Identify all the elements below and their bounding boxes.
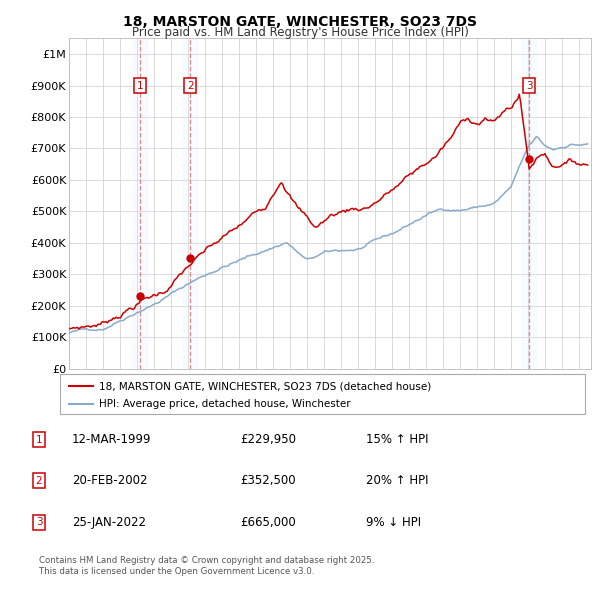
- Text: 2: 2: [35, 476, 43, 486]
- Text: 15% ↑ HPI: 15% ↑ HPI: [366, 433, 428, 446]
- Text: 1: 1: [35, 435, 43, 444]
- Text: £665,000: £665,000: [240, 516, 296, 529]
- Text: 1: 1: [137, 81, 143, 90]
- Bar: [523, 38, 536, 369]
- Text: 20-FEB-2002: 20-FEB-2002: [72, 474, 148, 487]
- Text: 12-MAR-1999: 12-MAR-1999: [72, 433, 151, 446]
- Text: 3: 3: [526, 81, 533, 90]
- Text: 2: 2: [187, 81, 194, 90]
- Text: 18, MARSTON GATE, WINCHESTER, SO23 7DS: 18, MARSTON GATE, WINCHESTER, SO23 7DS: [123, 15, 477, 29]
- Text: HPI: Average price, detached house, Winchester: HPI: Average price, detached house, Winc…: [100, 399, 351, 409]
- Text: 18, MARSTON GATE, WINCHESTER, SO23 7DS (detached house): 18, MARSTON GATE, WINCHESTER, SO23 7DS (…: [100, 381, 431, 391]
- Text: 9% ↓ HPI: 9% ↓ HPI: [366, 516, 421, 529]
- Text: £352,500: £352,500: [240, 474, 296, 487]
- Text: 20% ↑ HPI: 20% ↑ HPI: [366, 474, 428, 487]
- Text: £229,950: £229,950: [240, 433, 296, 446]
- Text: Contains HM Land Registry data © Crown copyright and database right 2025.: Contains HM Land Registry data © Crown c…: [39, 556, 374, 565]
- Bar: [184, 38, 197, 369]
- Text: Price paid vs. HM Land Registry's House Price Index (HPI): Price paid vs. HM Land Registry's House …: [131, 26, 469, 39]
- Text: 25-JAN-2022: 25-JAN-2022: [72, 516, 146, 529]
- Text: 3: 3: [35, 517, 43, 527]
- Text: This data is licensed under the Open Government Licence v3.0.: This data is licensed under the Open Gov…: [39, 567, 314, 576]
- Bar: [133, 38, 147, 369]
